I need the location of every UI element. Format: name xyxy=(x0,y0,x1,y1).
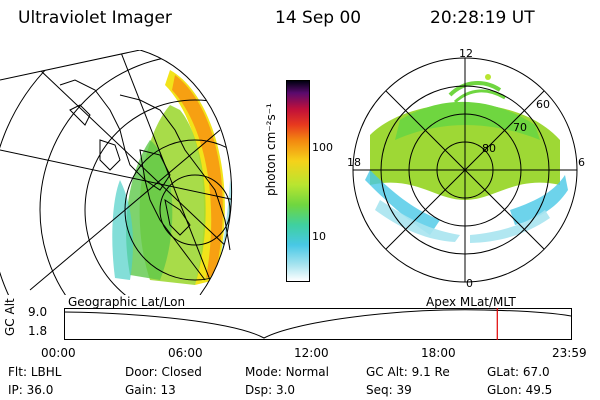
geographic-panel-label: Geographic Lat/Lon xyxy=(68,295,186,309)
time-tick-00: 00:00 xyxy=(41,346,76,360)
status-gc-alt: GC Alt: 9.1 Re xyxy=(366,365,450,379)
colorbar-unit-label: photon cm⁻²s⁻¹ xyxy=(264,103,278,196)
polar-grid xyxy=(352,57,578,283)
time-tick-12: 12:00 xyxy=(294,346,329,360)
gc-alt-plot-frame xyxy=(64,308,572,340)
status-flt: Flt: LBHL xyxy=(8,365,62,379)
polar-mlat-mlt-panel xyxy=(352,57,578,283)
apex-panel-label: Apex MLat/MLT xyxy=(426,295,516,309)
time-tick-18: 18:00 xyxy=(421,346,456,360)
mlat-label-70: 70 xyxy=(513,121,527,134)
time-tick-06: 06:00 xyxy=(168,346,203,360)
status-mode: Mode: Normal xyxy=(245,365,329,379)
image-title: Ultraviolet Imager xyxy=(18,8,172,28)
mlt-label-12: 12 xyxy=(459,47,473,60)
gc-alt-curve xyxy=(64,309,572,339)
gc-alt-ytick-1-8: 1.8 xyxy=(28,324,48,338)
colorbar-tick-100: 100 xyxy=(312,141,333,154)
geographic-map-panel xyxy=(0,50,233,295)
date-label: 14 Sep 00 xyxy=(275,8,362,28)
gc-alt-ytick-9: 9.0 xyxy=(28,305,48,319)
status-dsp: Dsp: 3.0 xyxy=(245,383,296,397)
intensity-colorbar xyxy=(286,80,310,282)
mlat-label-80: 80 xyxy=(482,142,496,155)
time-label: 20:28:19 UT xyxy=(430,8,535,28)
status-gain: Gain: 13 xyxy=(125,383,176,397)
status-ip: IP: 36.0 xyxy=(8,383,54,397)
status-seq: Seq: 39 xyxy=(366,383,412,397)
gc-alt-axis-label: GC Alt xyxy=(3,298,17,336)
status-door: Door: Closed xyxy=(125,365,202,379)
colorbar-tick-10: 10 xyxy=(312,230,326,243)
mlt-label-0: 0 xyxy=(466,277,473,290)
mlt-label-6: 6 xyxy=(578,156,585,169)
gc-alt-plot xyxy=(64,308,572,340)
status-glon: GLon: 49.5 xyxy=(487,383,553,397)
mlt-label-18: 18 xyxy=(347,156,361,169)
geo-coastlines xyxy=(59,79,231,281)
time-tick-2359: 23:59 xyxy=(552,346,587,360)
mlat-label-60: 60 xyxy=(536,98,550,111)
status-glat: GLat: 67.0 xyxy=(487,365,550,379)
